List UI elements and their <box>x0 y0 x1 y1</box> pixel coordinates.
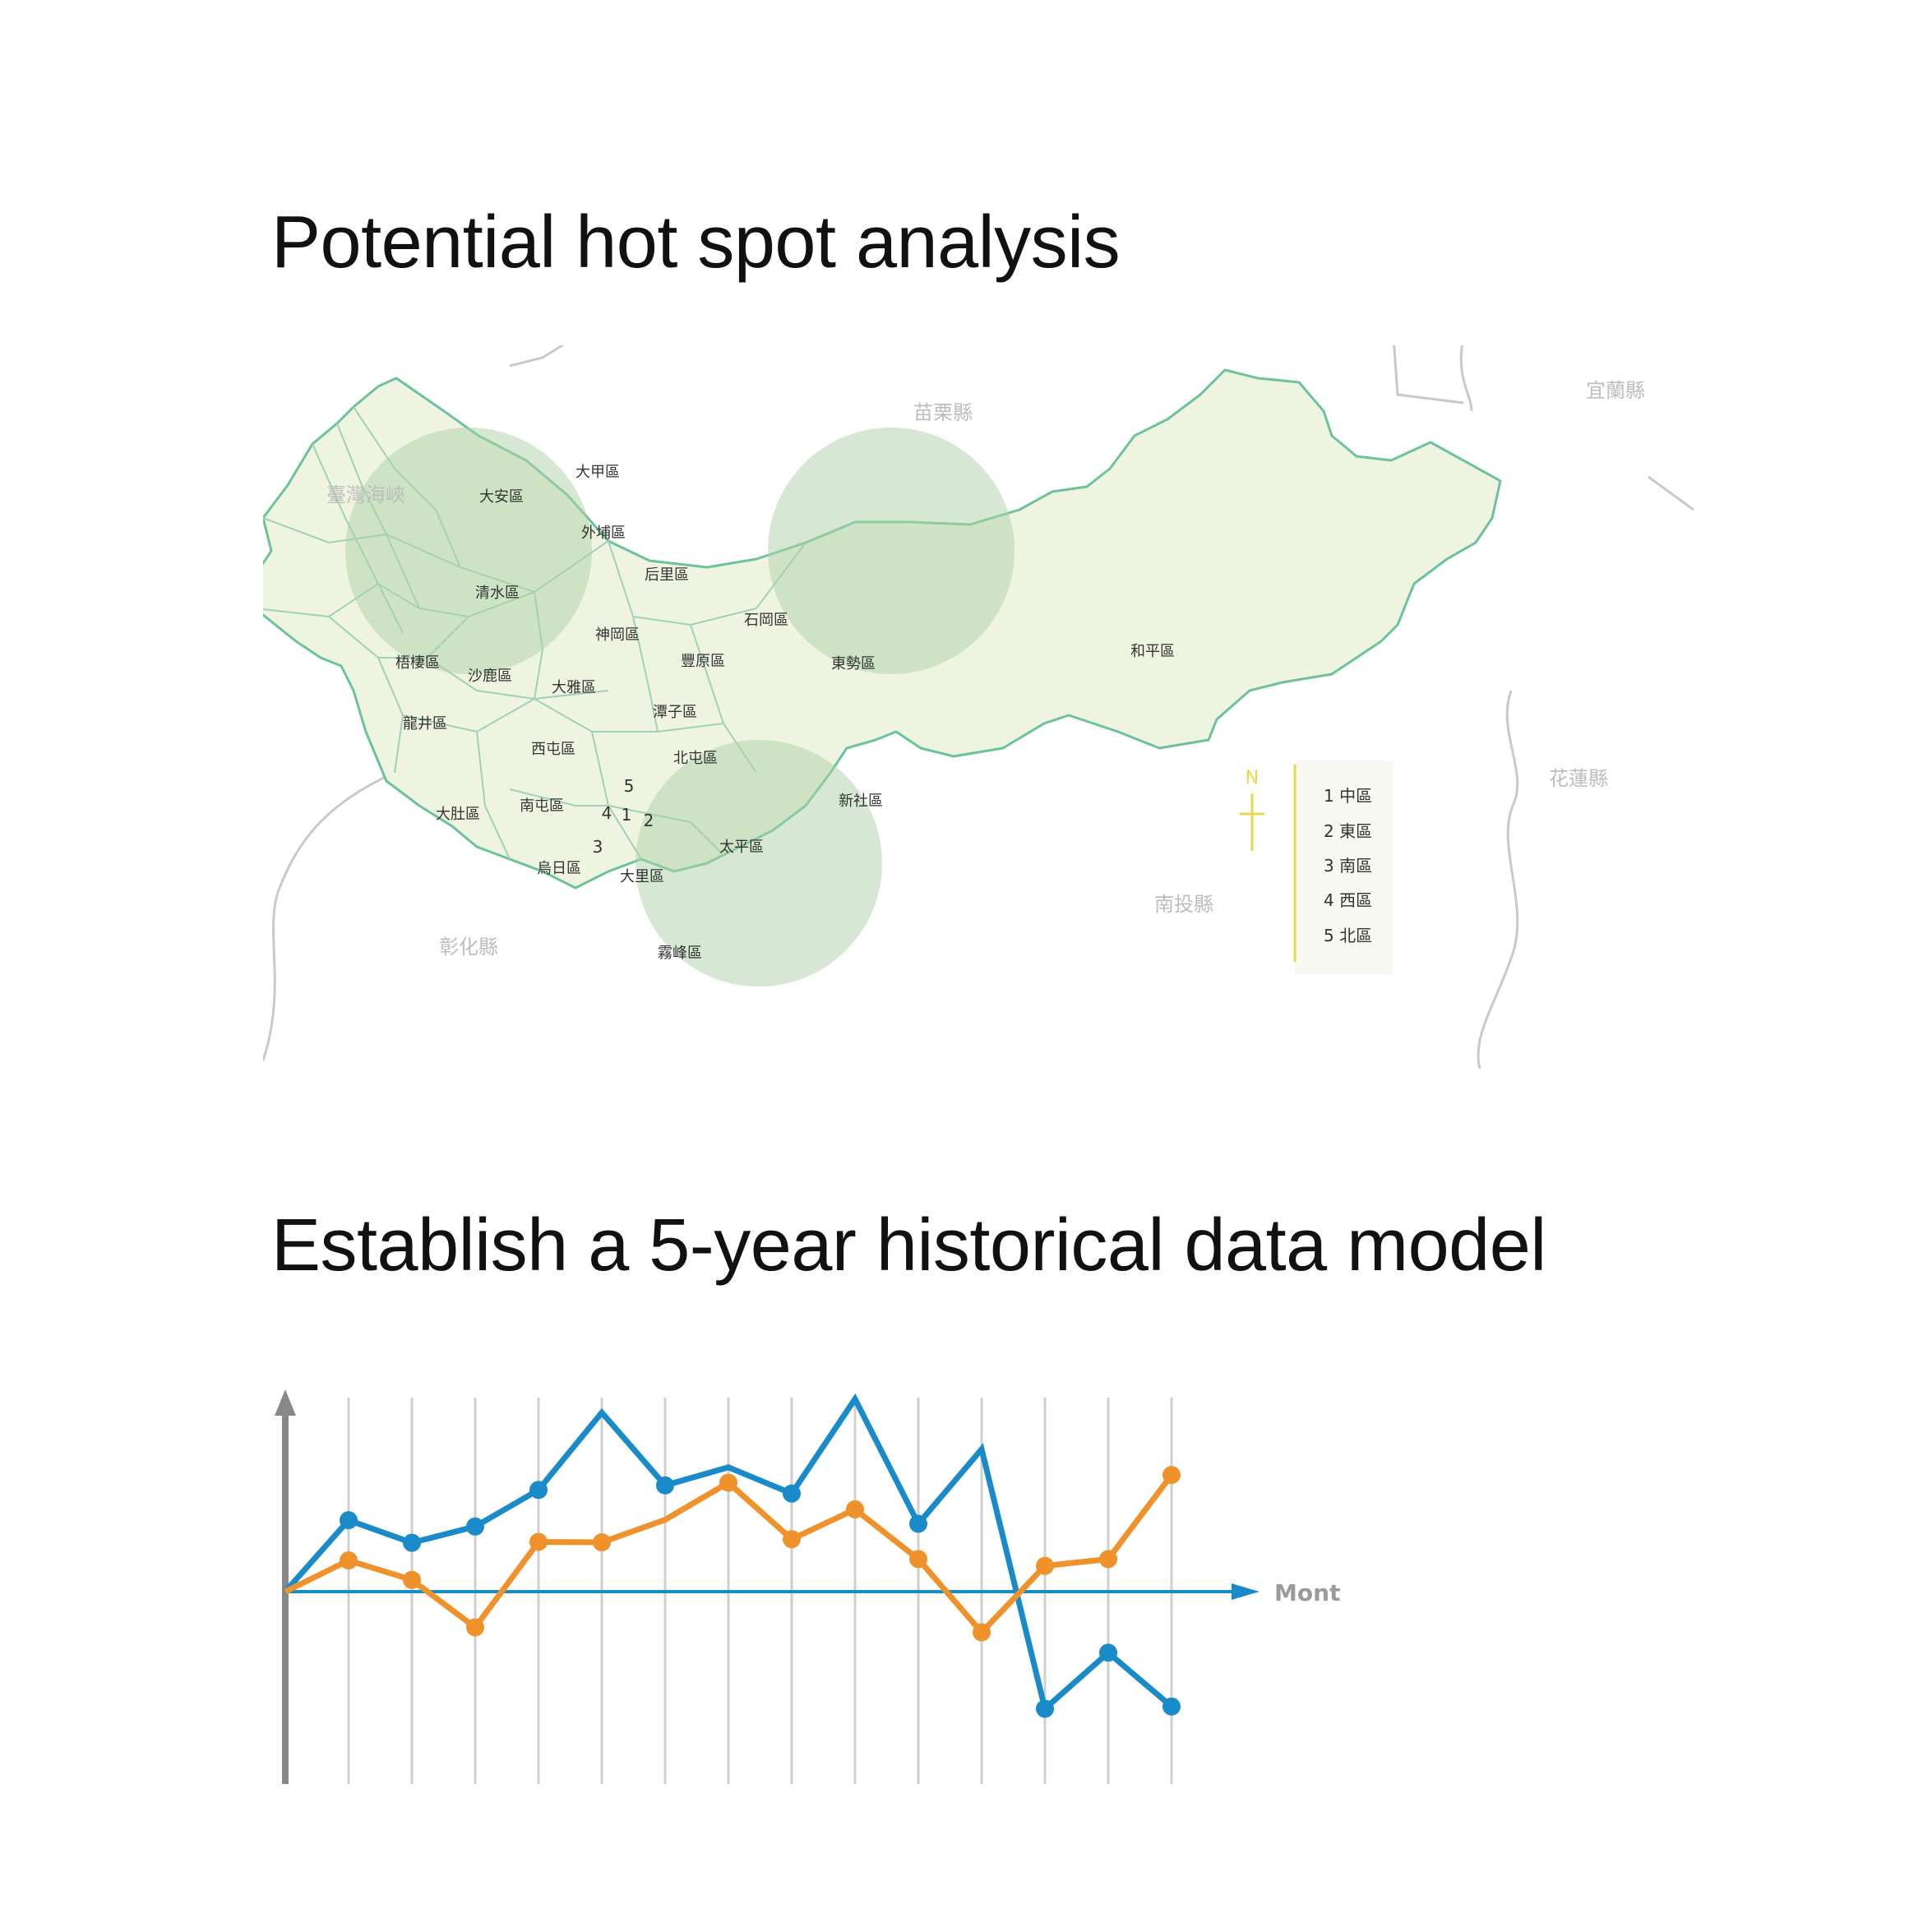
data-point <box>1036 1699 1054 1718</box>
data-point <box>340 1551 358 1570</box>
district-label: 北屯區 <box>673 750 718 767</box>
district-label: 大甲區 <box>575 464 620 481</box>
district-number: 4 <box>602 803 612 823</box>
district-label: 沙鹿區 <box>468 668 512 685</box>
outside-label: 南投縣 <box>1154 893 1213 916</box>
data-point <box>783 1484 801 1503</box>
district-number: 3 <box>593 837 603 857</box>
series-2 <box>284 1466 1181 1642</box>
series-layer <box>283 1393 1181 1718</box>
data-point <box>846 1500 864 1518</box>
district-label: 大安區 <box>479 488 524 506</box>
outside-label: 臺灣海峽 <box>326 483 405 506</box>
series-line <box>283 1393 1174 1714</box>
legend-item: 2 東區 <box>1324 821 1372 841</box>
hotspot-map: 臺灣海峽 苗栗縣 宜蘭縣 花蓮縣 南投縣 彰化縣 大甲區 大安區 外埔區 后里區… <box>263 345 1694 1069</box>
data-point <box>403 1570 421 1589</box>
district-label: 梧棲區 <box>395 654 440 672</box>
district-label: 龍井區 <box>403 715 447 733</box>
data-point <box>656 1476 674 1495</box>
district-legend: 1 中區 2 東區 3 南區 4 西區 5 北區 <box>1293 760 1394 974</box>
district-label: 大里區 <box>620 868 664 885</box>
north-arrow: N <box>1240 768 1264 851</box>
hotspot-circles <box>345 428 1015 987</box>
chart-axes <box>275 1389 1259 1784</box>
north-label: N <box>1246 768 1259 788</box>
data-point <box>1162 1466 1181 1485</box>
outside-label: 彰化縣 <box>439 936 498 959</box>
district-label: 后里區 <box>645 566 689 584</box>
data-point <box>973 1623 991 1642</box>
data-point <box>719 1473 737 1492</box>
x-axis-arrow <box>1232 1583 1259 1600</box>
data-point <box>466 1517 484 1536</box>
data-point <box>783 1530 801 1549</box>
district-number: 1 <box>622 805 632 825</box>
legend-item: 1 中區 <box>1324 786 1372 806</box>
district-number: 5 <box>624 776 635 796</box>
district-number: 2 <box>644 811 654 830</box>
district-label: 烏日區 <box>537 860 581 877</box>
district-label: 新社區 <box>839 793 883 810</box>
data-point <box>529 1481 548 1500</box>
district-label: 霧峰區 <box>658 945 702 962</box>
hotspot-circle <box>345 428 592 674</box>
district-label: 東勢區 <box>831 655 876 673</box>
county-borders <box>263 345 1694 1069</box>
data-point <box>529 1532 548 1551</box>
data-point <box>909 1550 927 1569</box>
outside-label: 花蓮縣 <box>1549 767 1608 790</box>
data-point <box>593 1533 611 1552</box>
data-point <box>909 1514 927 1533</box>
district-label: 清水區 <box>475 585 520 602</box>
district-label: 和平區 <box>1130 643 1175 660</box>
district-label: 神岡區 <box>595 626 640 644</box>
district-label: 外埔區 <box>581 525 626 542</box>
district-label: 石岡區 <box>744 612 788 629</box>
data-point <box>1099 1550 1117 1569</box>
district-label: 太平區 <box>719 839 764 856</box>
legend-item: 4 西區 <box>1324 890 1372 910</box>
district-label: 豐原區 <box>681 653 725 670</box>
data-point <box>1162 1697 1181 1716</box>
district-label: 南屯區 <box>520 797 564 815</box>
data-point <box>403 1533 421 1552</box>
district-label: 大肚區 <box>436 806 480 823</box>
legend-item: 3 南區 <box>1324 856 1372 876</box>
data-point <box>1099 1643 1117 1662</box>
district-label: 大雅區 <box>552 679 596 696</box>
hotspot-circle <box>636 740 882 987</box>
legend-item: 5 北區 <box>1324 926 1372 945</box>
data-point <box>340 1511 358 1530</box>
district-label: 潭子區 <box>653 704 697 721</box>
data-point <box>466 1618 484 1637</box>
series-1 <box>283 1393 1181 1718</box>
outside-label: 宜蘭縣 <box>1586 379 1645 402</box>
x-axis-label: Mont <box>1274 1579 1340 1606</box>
hotspot-circle <box>768 428 1015 674</box>
history-line-chart: Mont <box>275 1389 1340 1784</box>
y-axis-arrow <box>275 1389 296 1416</box>
outside-label: 苗栗縣 <box>913 401 973 424</box>
district-label: 西屯區 <box>531 741 575 758</box>
model-heading: Establish a 5-year historical data model <box>271 1204 1546 1287</box>
data-point <box>1036 1556 1054 1575</box>
hotspot-heading: Potential hot spot analysis <box>271 201 1121 284</box>
